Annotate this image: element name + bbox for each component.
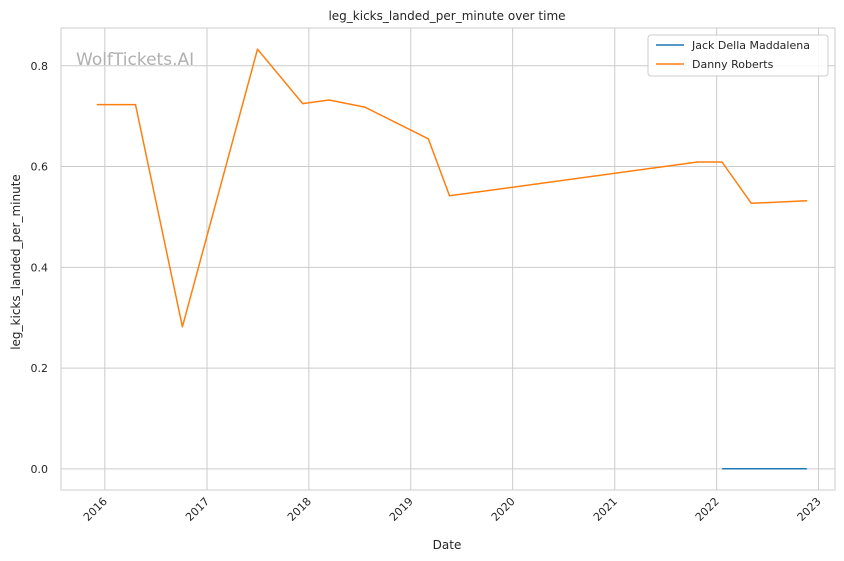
watermark: WolfTickets.AI [76, 50, 194, 70]
data-point-jack-della-maddalena [721, 468, 724, 470]
x-tick-label: 2020 [489, 495, 518, 524]
y-tick-label: 0.8 [31, 60, 49, 73]
x-tick-label: 2022 [693, 495, 722, 524]
data-point-danny-roberts [181, 326, 184, 328]
data-point-danny-roberts [427, 138, 429, 140]
data-point-danny-roberts [256, 48, 259, 50]
x-tick-label: 2023 [795, 495, 824, 524]
y-axis-ticks: 0.0 0.2 0.4 0.6 0.8 [31, 60, 49, 476]
legend: Jack Della Maddalena Danny Roberts [647, 34, 829, 77]
x-tick-label: 2017 [183, 495, 212, 524]
x-axis-label: Date [433, 538, 462, 552]
data-point-danny-roberts [134, 103, 137, 106]
y-tick-label: 0.4 [31, 261, 49, 274]
data-point-jack-della-maddalena [805, 468, 808, 470]
data-point-danny-roberts [364, 106, 366, 108]
y-tick-label: 0.6 [31, 161, 49, 174]
data-point-danny-roberts [750, 202, 752, 204]
data-point-danny-roberts [328, 99, 330, 101]
legend-label-danny-roberts: Danny Roberts [692, 58, 774, 71]
y-tick-label: 0.2 [31, 362, 49, 375]
legend-box [647, 34, 829, 77]
chart-title: leg_kicks_landed_per_minute over time [328, 9, 565, 23]
x-tick-label: 2019 [387, 495, 416, 524]
data-point-danny-roberts [721, 161, 723, 163]
series-line-danny-roberts [97, 48, 807, 328]
grid [61, 28, 835, 490]
data-point-danny-roberts [806, 200, 808, 202]
x-tick-label: 2016 [81, 495, 110, 524]
series-layer [96, 48, 808, 470]
data-point-danny-roberts [697, 161, 699, 163]
data-point-danny-roberts [96, 103, 98, 106]
data-point-danny-roberts [302, 102, 304, 105]
x-tick-label: 2018 [285, 495, 314, 524]
y-tick-label: 0.0 [31, 463, 49, 476]
data-point-danny-roberts [448, 195, 451, 197]
y-axis-label: leg_kicks_landed_per_minute [9, 174, 23, 350]
x-axis-ticks: 2016 2017 2018 2019 2020 2021 2022 2023 [81, 495, 824, 524]
x-tick-label: 2021 [591, 495, 620, 524]
legend-label-jack-della-maddalena: Jack Della Maddalena [691, 39, 810, 52]
plot-area-frame [60, 27, 836, 491]
